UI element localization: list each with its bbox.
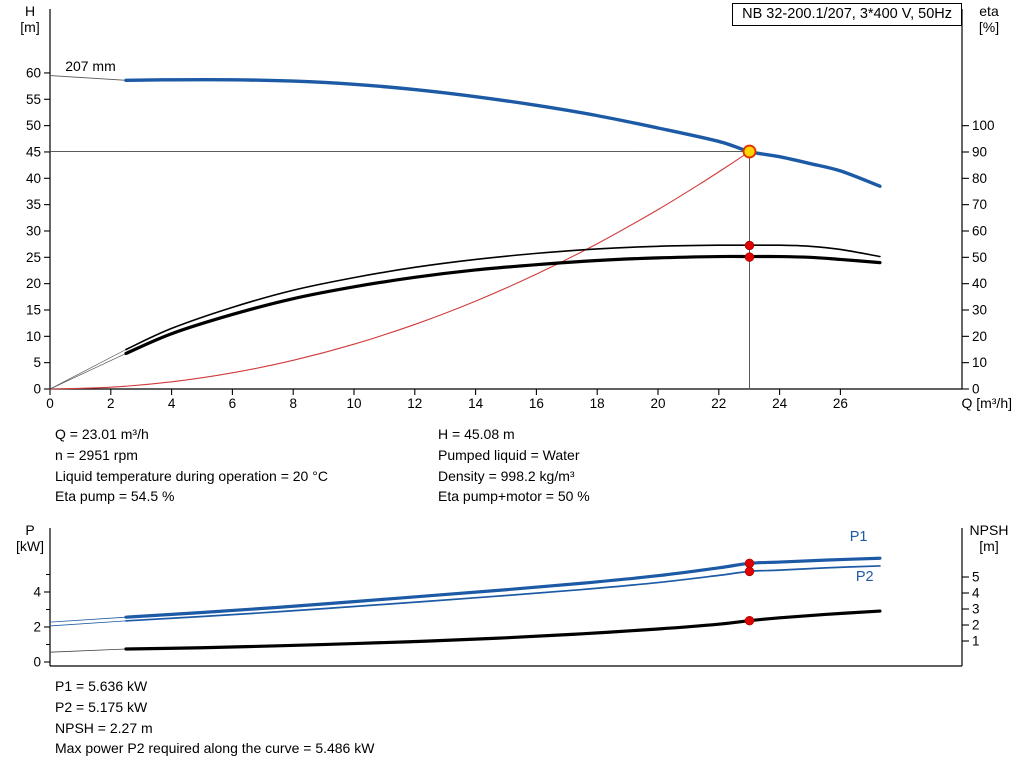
y-right-tick-label: 0 (972, 382, 980, 397)
y-left-axis-title: P (25, 522, 34, 538)
x-tick-label: 22 (711, 396, 726, 411)
y-left-tick-label: 5 (33, 355, 41, 370)
x-tick-label: 20 (650, 396, 665, 411)
info-density: Density = 998.2 kg/m³ (438, 467, 575, 484)
x-tick-label: 12 (407, 396, 422, 411)
info-eta-pump-motor: Eta pump+motor = 50 % (438, 488, 590, 505)
curve-label: P1 (850, 529, 868, 545)
info-head: H = 45.08 m (438, 426, 515, 442)
y-right-tick-label: 80 (972, 171, 987, 186)
info-liquid-temperature: Liquid temperature during operation = 20… (55, 467, 328, 484)
y-left-tick-label: 20 (26, 276, 41, 291)
y-right-axis-title: [m] (979, 538, 998, 554)
info-eta-pump: Eta pump = 54.5 % (55, 488, 175, 505)
x-tick-label: 16 (529, 396, 544, 411)
results-block: P1 = 5.636 kW P2 = 5.175 kW NPSH = 2.27 … (55, 676, 374, 759)
y-right-tick-label: 3 (972, 602, 980, 617)
eta-pump-motor-curve (124, 254, 882, 356)
x-tick-label: 6 (229, 396, 237, 411)
y-right-tick-label: 50 (972, 250, 987, 265)
p2-curve (125, 565, 881, 622)
eta-pump-curve (125, 244, 881, 351)
p1-lead-in (49, 616, 127, 623)
y-left-tick-label: 40 (26, 171, 41, 186)
p1-curve (124, 556, 882, 619)
x-tick-label: 8 (289, 396, 297, 411)
info-pumped-liquid: Pumped liquid = Water (438, 446, 580, 463)
y-left-axis-title: [m] (20, 19, 39, 35)
y-left-tick-label: 0 (33, 382, 41, 397)
y-right-tick-label: 30 (972, 302, 987, 317)
y-left-tick-label: 0 (33, 654, 41, 669)
head-curve-207mm (124, 77, 882, 188)
y-left-axis-title: H (25, 3, 35, 19)
x-tick-label: 24 (772, 396, 788, 411)
info-flow: Q = 23.01 m³/h (55, 426, 149, 442)
result-npsh: NPSH = 2.27 m (55, 719, 153, 736)
y-left-tick-label: 15 (26, 302, 41, 317)
operating-data-right-column: H = 45.08 m Pumped liquid = Water Densit… (438, 424, 590, 507)
y-right-tick-label: 70 (972, 197, 987, 212)
y-right-tick-label: 5 (972, 570, 980, 585)
system-resistance-curve (49, 150, 751, 390)
x-tick-label: 10 (346, 396, 361, 411)
y-left-tick-label: 10 (26, 329, 41, 344)
y-left-tick-label: 60 (26, 65, 41, 80)
x-axis-title: Q [m³/h] (961, 395, 1012, 411)
operating-data-left-column: Q = 23.01 m³/h n = 2951 rpm Liquid tempe… (55, 424, 328, 507)
npsh-lead-in (49, 648, 127, 653)
y-right-tick-label: 20 (972, 329, 987, 344)
head-lead-in (49, 75, 127, 81)
result-p1: P1 = 5.636 kW (55, 678, 148, 694)
y-right-tick-label: 4 (972, 586, 980, 601)
x-tick-label: 18 (590, 396, 605, 411)
y-left-tick-label: 25 (26, 250, 41, 265)
p2-lead-in (49, 620, 127, 627)
y-left-tick-label: 30 (26, 223, 41, 238)
x-tick-label: 4 (168, 396, 176, 411)
result-max-p2: Max power P2 required along the curve = … (55, 740, 375, 757)
y-right-tick-label: 90 (972, 144, 987, 159)
y-left-tick-label: 2 (33, 619, 41, 634)
y-right-axis-title: eta (979, 3, 999, 19)
y-left-tick-label: 45 (26, 144, 41, 159)
x-tick-label: 26 (833, 396, 848, 411)
y-left-tick-label: 50 (26, 118, 41, 133)
x-tick-label: 0 (46, 396, 54, 411)
result-p2: P2 = 5.175 kW (55, 698, 148, 715)
y-right-axis-title: NPSH (970, 522, 1009, 538)
x-tick-label: 2 (107, 396, 115, 411)
npsh-curve (124, 609, 882, 651)
y-left-tick-label: 55 (26, 92, 41, 107)
y-left-tick-label: 4 (33, 584, 41, 599)
y-right-tick-label: 60 (972, 223, 987, 238)
curve-label: 207 mm (65, 58, 116, 74)
pump-model-title: NB 32-200.1/207, 3*400 V, 50Hz (732, 3, 962, 26)
npsh-dot (744, 615, 755, 626)
y-right-axis-title: [%] (979, 19, 999, 35)
qh-eta-chart: 0 2 4 6 8 10 12 14 16 18 20 22 24 2605101520253035404… (20, 3, 1012, 411)
p2-dot (744, 566, 755, 577)
eta-pump-motor-dot (744, 252, 755, 262)
y-left-tick-label: 35 (26, 197, 41, 212)
info-speed: n = 2951 rpm (55, 446, 138, 463)
y-left-axis-title: [kW] (16, 538, 44, 554)
eta-pump-lead-in (49, 349, 127, 390)
eta-pump-motor-lead-in (49, 353, 127, 390)
duty-point (742, 144, 757, 159)
p1-dot (744, 558, 755, 569)
y-right-tick-label: 2 (972, 618, 980, 633)
eta-pump-dot (744, 240, 755, 251)
y-right-tick-label: 1 (972, 634, 980, 649)
y-right-tick-label: 40 (972, 276, 987, 291)
y-right-tick-label: 10 (972, 355, 987, 370)
curve-label: P2 (856, 569, 874, 585)
x-tick-label: 14 (468, 396, 484, 411)
y-right-tick-label: 100 (972, 118, 995, 133)
